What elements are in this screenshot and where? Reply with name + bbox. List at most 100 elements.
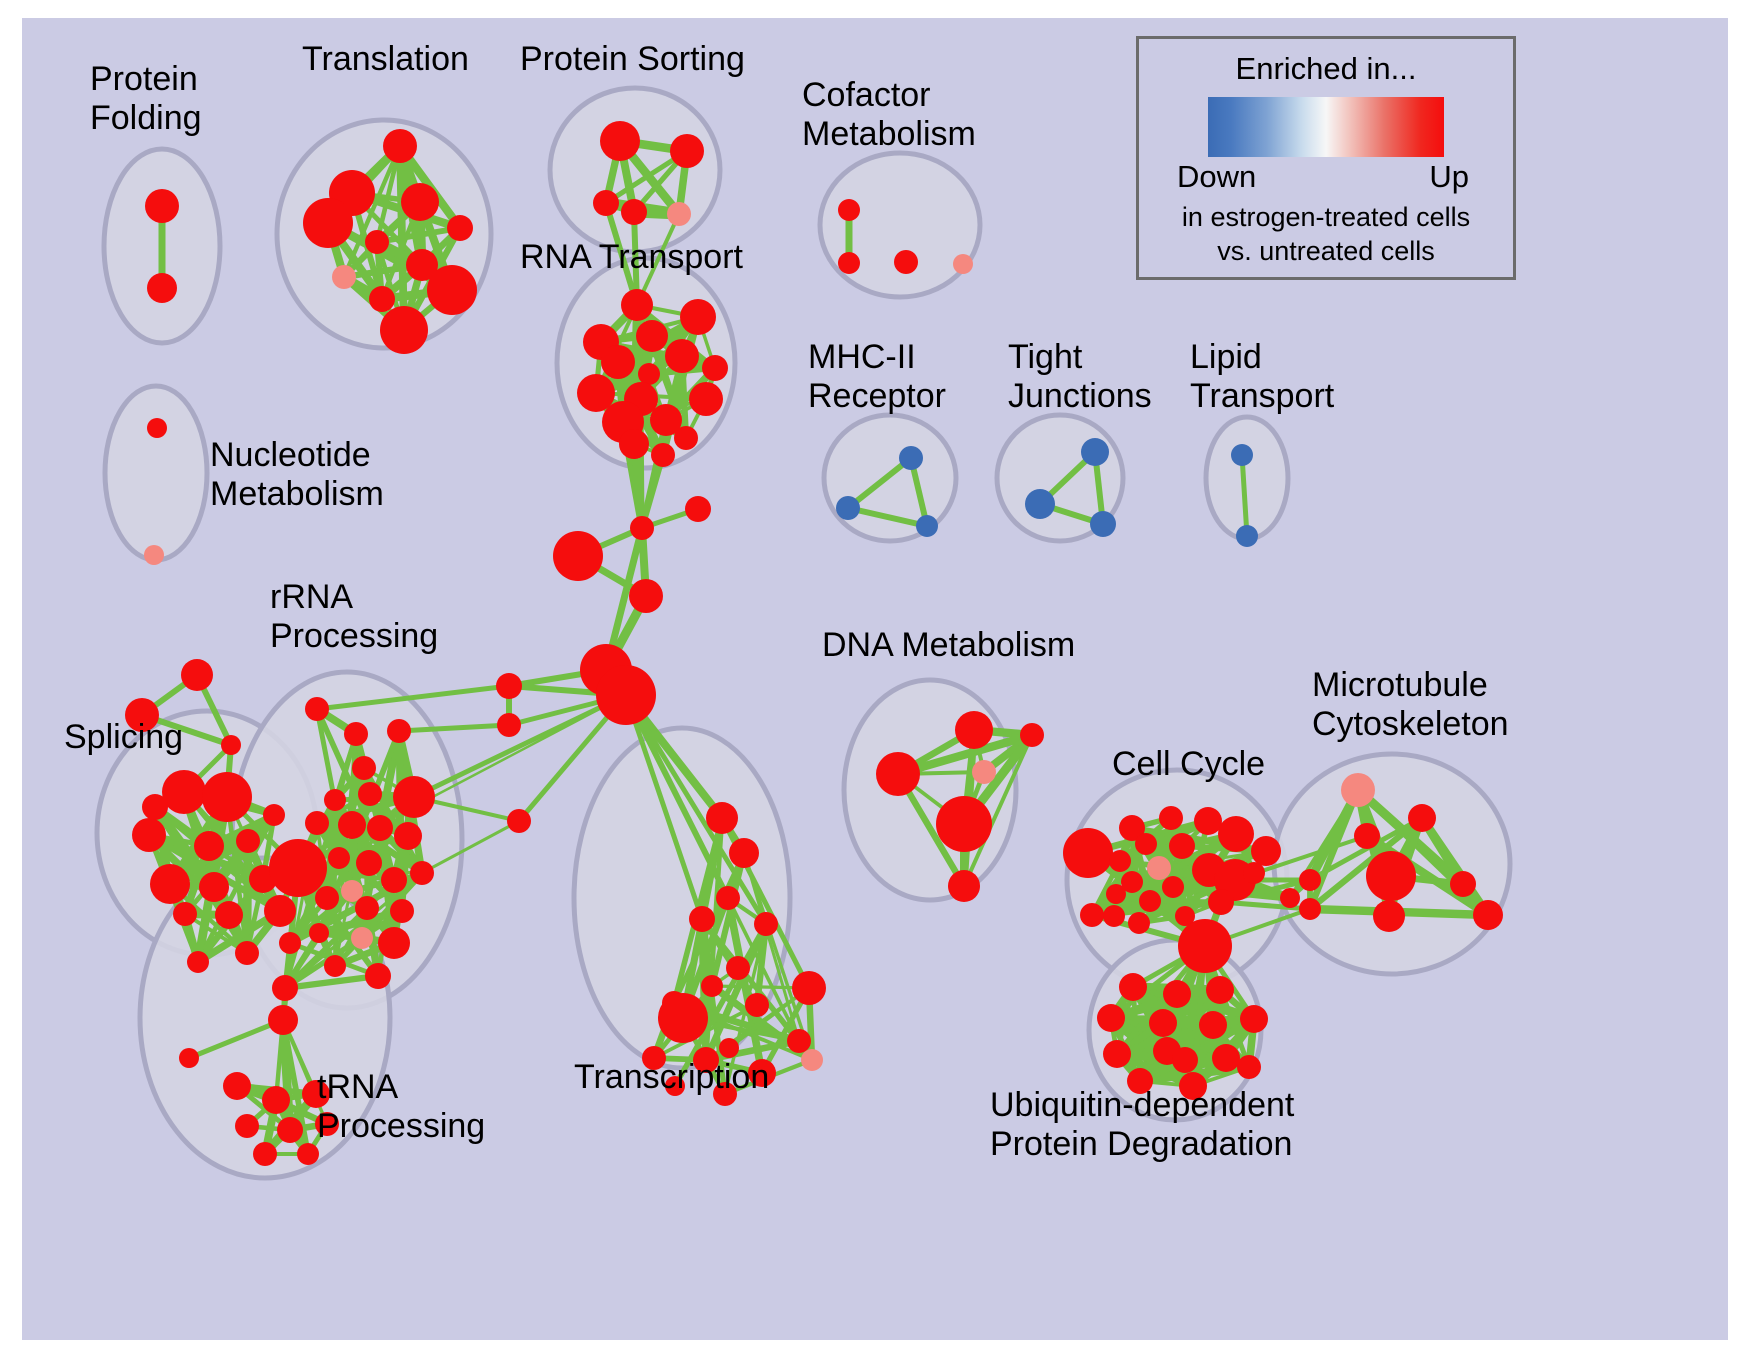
edge <box>845 455 914 511</box>
network-node <box>601 345 635 379</box>
network-node <box>701 975 723 997</box>
network-node <box>876 752 920 796</box>
network-node <box>1473 900 1503 930</box>
network-node <box>497 713 521 737</box>
network-node <box>369 286 395 312</box>
network-node <box>972 760 996 784</box>
network-node <box>341 880 363 902</box>
network-node <box>181 659 213 691</box>
network-node <box>1218 816 1254 852</box>
network-node <box>263 804 285 826</box>
cluster-halo-nucleotide-metabolism <box>102 383 210 563</box>
network-node <box>638 363 660 385</box>
network-node <box>600 121 640 161</box>
network-node <box>1208 889 1234 915</box>
network-node <box>838 199 860 221</box>
edge <box>742 851 814 1062</box>
network-node <box>729 838 759 868</box>
cluster-label-microtubule-cytoskeleton: Microtubule Cytoskeleton <box>1312 666 1509 743</box>
network-node <box>838 252 860 274</box>
network-node <box>1366 851 1416 901</box>
network-node <box>262 1086 290 1114</box>
cluster-label-transcription: Transcription <box>574 1058 770 1096</box>
network-node <box>787 1029 811 1053</box>
edge <box>1362 831 1493 920</box>
network-node <box>269 839 327 897</box>
network-node <box>1097 1004 1125 1032</box>
cluster-label-trna-processing: tRNA Processing <box>317 1068 486 1145</box>
cluster-label-splicing: Splicing <box>64 718 184 756</box>
network-node <box>427 265 477 315</box>
network-node <box>305 697 329 721</box>
network-canvas: Protein Folding Translation Protein Sortin… <box>22 18 1728 1340</box>
network-node <box>706 802 738 834</box>
network-node <box>1119 973 1147 1001</box>
network-node <box>365 230 389 254</box>
network-node <box>670 134 704 168</box>
cluster-label-rna-transport: RNA Transport <box>520 238 743 276</box>
network-node <box>179 1048 199 1068</box>
network-node <box>1106 884 1126 904</box>
network-node <box>315 1112 339 1136</box>
network-node <box>390 899 414 923</box>
network-node <box>352 756 376 780</box>
cluster-label-lipid-transport: Lipid Transport <box>1190 338 1335 415</box>
edge <box>893 730 1037 779</box>
network-node <box>393 776 435 818</box>
network-node <box>223 1072 251 1100</box>
network-node <box>1020 723 1044 747</box>
network-node <box>953 254 973 274</box>
network-node <box>401 183 439 221</box>
edge <box>183 912 249 955</box>
network-node <box>199 872 229 902</box>
legend-caption-line2: vs. untreated cells <box>1217 236 1435 266</box>
network-node <box>1163 980 1191 1008</box>
network-node <box>1175 906 1195 926</box>
network-node <box>621 289 653 321</box>
network-node <box>358 782 382 806</box>
network-node <box>1206 976 1234 1004</box>
network-node <box>235 1114 259 1138</box>
network-node <box>801 1049 823 1071</box>
network-node <box>894 250 918 274</box>
network-node <box>1081 438 1109 466</box>
network-node <box>351 927 373 949</box>
network-node <box>410 861 434 885</box>
network-node <box>125 698 159 732</box>
edge <box>152 804 283 914</box>
edge <box>1306 814 1426 913</box>
network-node <box>1280 888 1300 908</box>
network-node <box>387 719 411 743</box>
network-node <box>899 446 923 470</box>
network-graph <box>94 85 1513 1181</box>
edge <box>639 452 666 531</box>
network-node <box>1162 876 1184 898</box>
edge <box>286 854 343 947</box>
network-node <box>689 382 723 416</box>
edge <box>420 819 521 875</box>
network-node <box>406 249 438 281</box>
network-node <box>636 320 668 352</box>
network-node <box>1212 1044 1240 1072</box>
network-node <box>235 941 259 965</box>
network-node <box>378 927 410 959</box>
network-node <box>1169 833 1195 859</box>
network-node <box>674 426 698 450</box>
network-node <box>702 355 728 381</box>
network-node <box>507 809 531 833</box>
network-node <box>147 273 177 303</box>
edge <box>374 225 463 245</box>
network-node <box>297 1143 319 1165</box>
legend-down-label: Down <box>1177 159 1257 194</box>
network-node <box>642 1046 666 1070</box>
edge <box>281 972 382 992</box>
legend-up-label: Up <box>1429 159 1469 194</box>
cluster-halo-cofactor-metabolism <box>817 150 983 300</box>
network-node <box>268 1005 298 1035</box>
network-node <box>745 993 769 1017</box>
edge <box>845 505 930 529</box>
edge <box>1128 878 1294 902</box>
network-node <box>187 951 209 973</box>
network-node <box>332 265 356 289</box>
